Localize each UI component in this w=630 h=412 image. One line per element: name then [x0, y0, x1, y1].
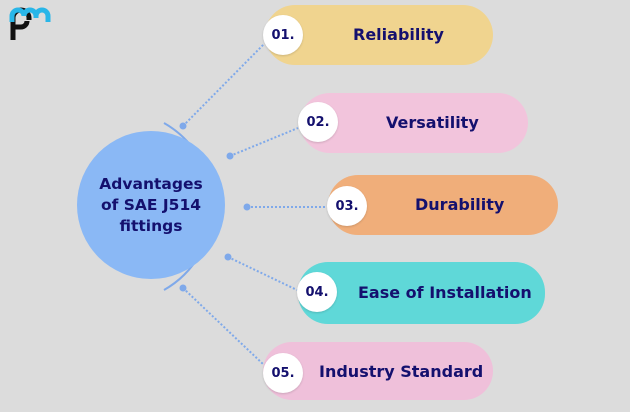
dot-1	[179, 122, 187, 130]
item-number-5: 05.	[263, 353, 303, 393]
logo	[9, 7, 51, 40]
connector-5	[182, 287, 265, 366]
item-number-1: 01.	[263, 15, 303, 55]
connector-1	[182, 43, 265, 127]
center-circle: Advantages of SAE J514 fittings	[77, 131, 225, 279]
item-label-5: Industry Standard	[319, 362, 484, 381]
dot-3	[243, 203, 251, 211]
dot-2	[226, 152, 234, 160]
dot-4	[224, 253, 232, 261]
item-label-2: Versatility	[386, 113, 479, 132]
connector-2	[229, 127, 299, 157]
item-label-4: Ease of Installation	[358, 283, 532, 302]
item-number-2: 02.	[298, 102, 338, 142]
connector-4	[227, 256, 298, 291]
item-2	[300, 93, 528, 153]
item-number-3: 03.	[327, 186, 367, 226]
item-number-4: 04.	[297, 272, 337, 312]
item-label-1: Reliability	[353, 25, 444, 44]
item-4	[298, 262, 545, 324]
dot-5	[179, 284, 187, 292]
center-title: Advantages of SAE J514 fittings	[99, 174, 203, 235]
item-label-3: Durability	[415, 195, 505, 214]
item-1	[265, 5, 493, 65]
